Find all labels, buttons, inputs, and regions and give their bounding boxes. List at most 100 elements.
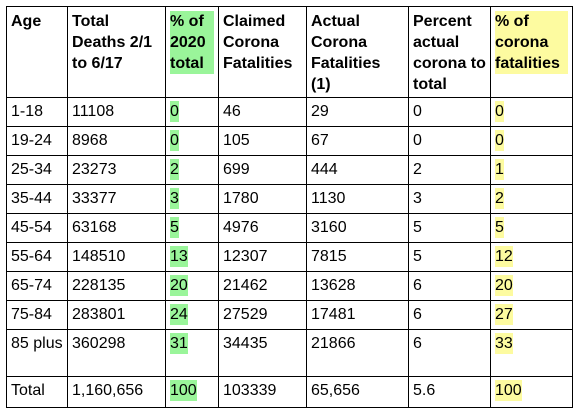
yellow-highlight: 0 — [495, 101, 504, 122]
green-highlight: 3 — [170, 188, 179, 209]
cell-pct-corona-fatalities: 0 — [490, 97, 573, 127]
cell-pct-actual-to-total: 5 — [408, 242, 491, 272]
cell-total-deaths: 283801 — [67, 300, 166, 330]
table-row: 55-64 148510 13 12307 7815 5 12 — [6, 242, 573, 272]
cell-pct-corona-fatalities: 5 — [490, 213, 573, 243]
cell-pct-2020-total: 2 — [165, 155, 219, 185]
cell-claimed-corona: 46 — [218, 97, 307, 127]
table-row: 45-54 63168 5 4976 3160 5 5 — [6, 213, 573, 243]
cell-pct-actual-to-total: 5 — [408, 213, 491, 243]
cell-claimed-corona: 1780 — [218, 184, 307, 214]
cell-claimed-corona: 27529 — [218, 300, 307, 330]
cell-pct-corona-fatalities: 27 — [490, 300, 573, 330]
cell-age: 1-18 — [6, 97, 68, 127]
cell-total-deaths: 63168 — [67, 213, 166, 243]
cell-pct-2020-total: 5 — [165, 213, 219, 243]
table-row-total: Total 1,160,656 100 103339 65,656 5.6 10… — [6, 376, 573, 408]
yellow-highlight: 27 — [495, 304, 513, 325]
cell-claimed-corona: 4976 — [218, 213, 307, 243]
green-highlight: 2 — [170, 159, 179, 180]
age-fatalities-table: Age Total Deaths 2/1 to 6/17 % of 2020 t… — [6, 6, 573, 408]
yellow-highlight: 0 — [495, 130, 504, 151]
cell-age: 45-54 — [6, 213, 68, 243]
green-highlight: 5 — [170, 217, 179, 238]
cell-claimed-corona: 699 — [218, 155, 307, 185]
cell-age: 65-74 — [6, 271, 68, 301]
table-row: 65-74 228135 20 21462 13628 6 20 — [6, 271, 573, 301]
cell-pct-actual-to-total: 6 — [408, 300, 491, 330]
cell-total-deaths: 360298 — [67, 329, 166, 377]
cell-claimed-corona: 34435 — [218, 329, 307, 377]
cell-pct-2020-total: 24 — [165, 300, 219, 330]
header-row: Age Total Deaths 2/1 to 6/17 % of 2020 t… — [6, 6, 573, 98]
cell-total-deaths: 228135 — [67, 271, 166, 301]
cell-pct-corona-fatalities: 0 — [490, 126, 573, 156]
yellow-highlight: 1 — [495, 159, 504, 180]
cell-age: 85 plus — [6, 329, 68, 377]
cell-pct-actual-to-total: 2 — [408, 155, 491, 185]
yellow-highlight: 5 — [495, 217, 504, 238]
cell-age: 35-44 — [6, 184, 68, 214]
cell-actual-corona: 444 — [306, 155, 409, 185]
header-pct-corona-fatalities: % of corona fatalities — [490, 6, 573, 98]
cell-total-deaths: 33377 — [67, 184, 166, 214]
table-row: 19-24 8968 0 105 67 0 0 — [6, 126, 573, 156]
cell-claimed-corona: 21462 — [218, 271, 307, 301]
green-highlight: 0 — [170, 130, 179, 151]
cell-pct-actual-to-total: 0 — [408, 126, 491, 156]
cell-total-deaths: 148510 — [67, 242, 166, 272]
cell-total-deaths: 11108 — [67, 97, 166, 127]
cell-age: 55-64 — [6, 242, 68, 272]
cell-pct-corona-fatalities: 100 — [490, 376, 573, 408]
yellow-highlight: 100 — [495, 380, 522, 401]
table-row: 85 plus 360298 31 34435 21866 6 33 — [6, 329, 573, 377]
cell-age: 75-84 — [6, 300, 68, 330]
cell-total-deaths: 23273 — [67, 155, 166, 185]
header-age: Age — [6, 6, 68, 98]
cell-pct-corona-fatalities: 33 — [490, 329, 573, 377]
cell-pct-actual-to-total: 3 — [408, 184, 491, 214]
header-total-deaths: Total Deaths 2/1 to 6/17 — [67, 6, 166, 98]
cell-pct-2020-total: 0 — [165, 97, 219, 127]
green-highlight: 20 — [170, 275, 188, 296]
header-pct-2020-total: % of 2020 total — [165, 6, 219, 98]
cell-actual-corona: 3160 — [306, 213, 409, 243]
cell-claimed-corona: 12307 — [218, 242, 307, 272]
yellow-highlight: 2 — [495, 188, 504, 209]
cell-actual-corona: 1130 — [306, 184, 409, 214]
table-row: 25-34 23273 2 699 444 2 1 — [6, 155, 573, 185]
cell-actual-corona: 65,656 — [306, 376, 409, 408]
cell-pct-2020-total: 13 — [165, 242, 219, 272]
cell-pct-corona-fatalities: 2 — [490, 184, 573, 214]
cell-age: 25-34 — [6, 155, 68, 185]
table-row: 75-84 283801 24 27529 17481 6 27 — [6, 300, 573, 330]
cell-pct-corona-fatalities: 12 — [490, 242, 573, 272]
cell-age: 19-24 — [6, 126, 68, 156]
yellow-highlight: % of corona fatalities — [495, 11, 568, 74]
green-highlight: 13 — [170, 246, 188, 267]
green-highlight: % of 2020 total — [170, 11, 214, 74]
cell-actual-corona: 7815 — [306, 242, 409, 272]
cell-pct-2020-total: 100 — [165, 376, 219, 408]
header-claimed-corona: Claimed Corona Fatalities — [218, 6, 307, 98]
cell-age: Total — [6, 376, 68, 408]
cell-pct-2020-total: 0 — [165, 126, 219, 156]
cell-pct-2020-total: 3 — [165, 184, 219, 214]
green-highlight: 100 — [170, 380, 197, 401]
cell-actual-corona: 21866 — [306, 329, 409, 377]
cell-pct-corona-fatalities: 20 — [490, 271, 573, 301]
header-pct-actual-to-total: Percent actual corona to total — [408, 6, 491, 98]
cell-actual-corona: 29 — [306, 97, 409, 127]
green-highlight: 0 — [170, 101, 179, 122]
yellow-highlight: 20 — [495, 275, 513, 296]
cell-actual-corona: 17481 — [306, 300, 409, 330]
table-row: 1-18 11108 0 46 29 0 0 — [6, 97, 573, 127]
cell-pct-actual-to-total: 0 — [408, 97, 491, 127]
cell-actual-corona: 13628 — [306, 271, 409, 301]
cell-claimed-corona: 105 — [218, 126, 307, 156]
yellow-highlight: 12 — [495, 246, 513, 267]
cell-pct-actual-to-total: 6 — [408, 329, 491, 377]
cell-claimed-corona: 103339 — [218, 376, 307, 408]
cell-pct-2020-total: 31 — [165, 329, 219, 377]
cell-total-deaths: 1,160,656 — [67, 376, 166, 408]
